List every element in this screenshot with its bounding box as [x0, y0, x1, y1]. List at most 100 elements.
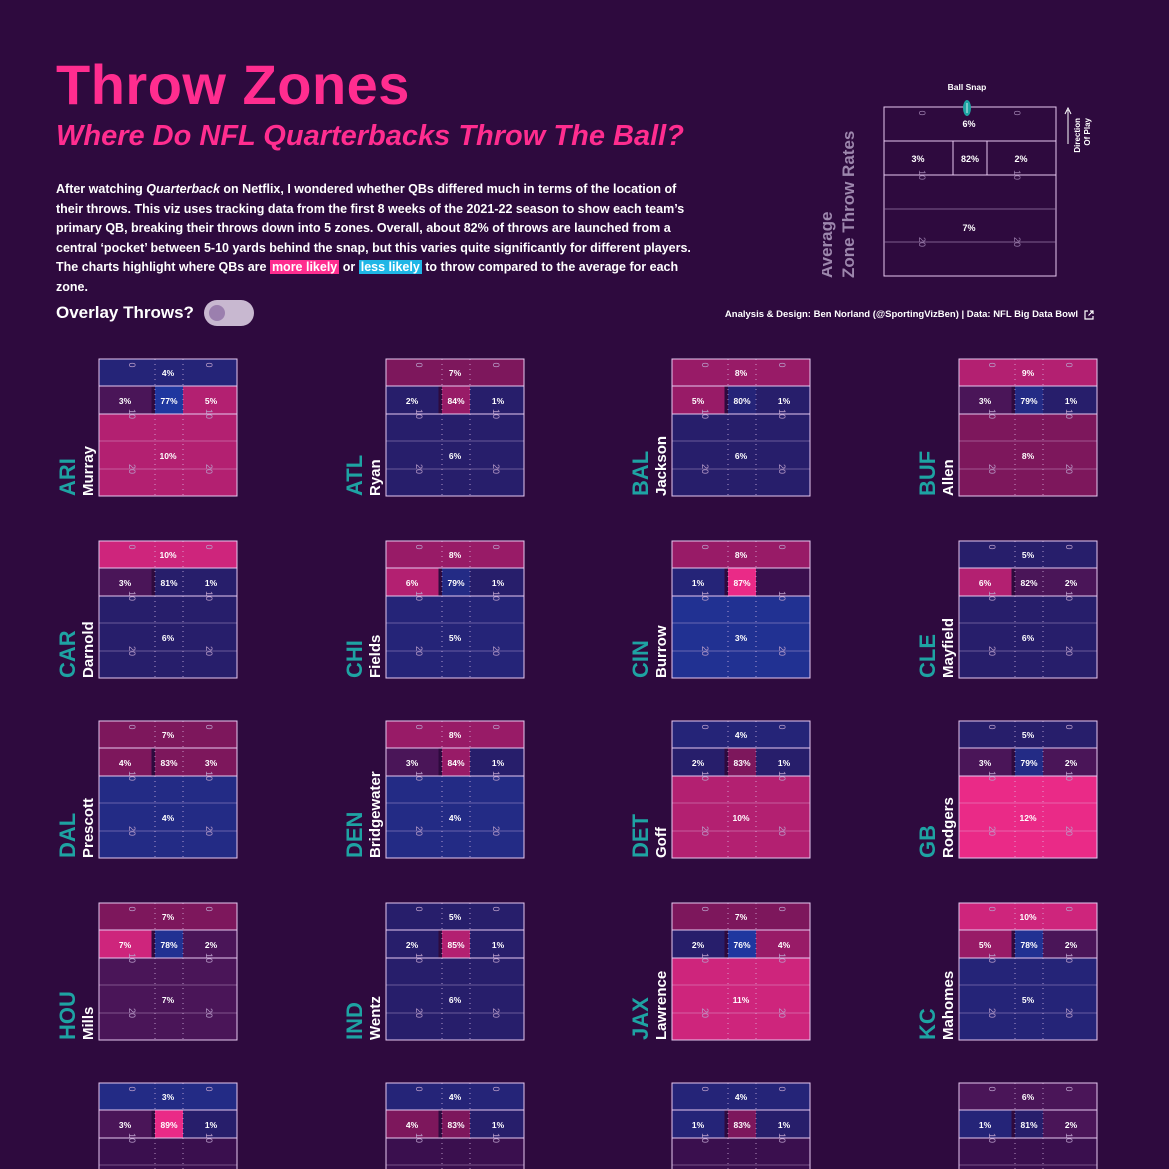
external-link-icon[interactable] [1084, 309, 1094, 320]
zone-right [470, 386, 524, 414]
legend-diagram: Average Zone Throw Rates Ball Snap 6% 3%… [822, 82, 1092, 278]
field-outline [671, 902, 811, 1041]
value-top: 8% [735, 550, 748, 560]
yard-number-yard10: 10 [987, 771, 997, 781]
qb-name: Burrow [653, 625, 670, 678]
overlay-toggle[interactable] [203, 300, 254, 326]
yard-number-yard0: 0 [491, 724, 501, 729]
zone-right [470, 748, 524, 776]
zone-left [386, 568, 439, 596]
zone-bottom [959, 776, 1097, 858]
team-abbr: IND [342, 1002, 367, 1040]
value-left: 5% [692, 396, 705, 406]
direction-label-2: Of Play [1083, 117, 1092, 145]
field-outline [385, 358, 525, 497]
zone-top [672, 541, 810, 568]
value-center: 76% [733, 940, 750, 950]
yard-number-yard10: 10 [700, 409, 710, 419]
zone-left [386, 748, 439, 776]
value-left: 3% [119, 1120, 132, 1130]
zone-top [99, 1083, 237, 1110]
arrow-head [1064, 106, 1072, 115]
yard-number-yard20: 20 [414, 464, 424, 474]
zone-bottom [386, 414, 524, 496]
yard-number-yard10: 10 [204, 591, 214, 601]
yard-number-yard0: 0 [127, 906, 137, 911]
yard-number-yard0: 0 [491, 362, 501, 367]
ball-snap-label: Ball Snap [948, 82, 987, 92]
zone-right [756, 386, 810, 414]
zone-bottom [672, 1138, 810, 1169]
value-center: 84% [447, 758, 464, 768]
zone-center [442, 1110, 470, 1138]
yard-number-yard20: 20 [1064, 1008, 1074, 1018]
field-outline [958, 1082, 1098, 1169]
value-right: 1% [205, 1120, 218, 1130]
zone-center [1015, 748, 1043, 776]
team-abbr: JAX [628, 997, 653, 1040]
yard-number-yard10: 10 [204, 771, 214, 781]
value-top: 4% [735, 1092, 748, 1102]
yard-number-yard0: 0 [414, 544, 424, 549]
yard-number-yard0: 0 [987, 544, 997, 549]
team-abbr: DET [628, 813, 653, 858]
yard-number-yard20: 20 [700, 464, 710, 474]
value-right: 2% [1065, 1120, 1078, 1130]
value-bottom: 4% [162, 813, 175, 823]
zone-left [386, 930, 439, 958]
zone-top [99, 721, 237, 748]
value-center: 83% [447, 1120, 464, 1130]
yard-number-yard0: 0 [987, 1086, 997, 1091]
value-left: 2% [692, 940, 705, 950]
value-right: 2% [1065, 578, 1078, 588]
yard-number-yard0: 0 [414, 362, 424, 367]
toggle-knob[interactable] [208, 305, 225, 321]
yard-number-yard20: 20 [127, 1008, 137, 1018]
yard-number-yard0: 0 [491, 1086, 501, 1091]
value-right: 4% [778, 940, 791, 950]
zone-center [442, 386, 470, 414]
field-outline [958, 902, 1098, 1041]
legend-yard-0-right: 0 [1012, 110, 1022, 115]
yard-number-yard10: 10 [777, 1133, 787, 1143]
value-center: 78% [1020, 940, 1037, 950]
value-left: 2% [406, 940, 419, 950]
yard-number-yard0: 0 [777, 906, 787, 911]
zone-bottom [386, 1138, 524, 1169]
zone-center [155, 1110, 183, 1138]
zone-right [470, 1110, 524, 1138]
zone-left [99, 1110, 152, 1138]
yard-number-yard10: 10 [700, 771, 710, 781]
yard-number-yard0: 0 [127, 724, 137, 729]
zone-bottom [959, 596, 1097, 678]
legend-field [883, 106, 1057, 277]
yard-number-yard0: 0 [700, 906, 710, 911]
credit-text: Analysis & Design: Ben Norland (@Sportin… [724, 309, 1078, 320]
qb-name: Jackson [653, 436, 670, 496]
zone-center [1015, 386, 1043, 414]
description: After watching Quarterback on Netflix, I… [56, 180, 696, 297]
yard-number-yard10: 10 [777, 771, 787, 781]
team-abbr: BUF [915, 451, 940, 496]
zone-center [728, 930, 756, 958]
value-top: 7% [735, 912, 748, 922]
zone-center [728, 568, 756, 596]
zone-bottom [386, 776, 524, 858]
zone-bottom [959, 414, 1097, 496]
team-abbr: BAL [628, 451, 653, 496]
zone-bottom [99, 1138, 237, 1169]
desc-or: or [339, 260, 359, 274]
value-left: 3% [979, 396, 992, 406]
yard-number-yard0: 0 [414, 724, 424, 729]
yard-number-yard0: 0 [1064, 544, 1074, 549]
team-abbr: DAL [55, 813, 80, 858]
team-abbr: CLE [915, 634, 940, 678]
legend-yard-20-left: 20 [917, 237, 927, 247]
field-outline [671, 540, 811, 679]
value-right: 2% [1065, 940, 1078, 950]
qb-name: Murray [80, 445, 97, 496]
zone-left [959, 568, 1012, 596]
yard-number-yard10: 10 [987, 409, 997, 419]
value-center: 83% [733, 1120, 750, 1130]
zone-center [442, 930, 470, 958]
